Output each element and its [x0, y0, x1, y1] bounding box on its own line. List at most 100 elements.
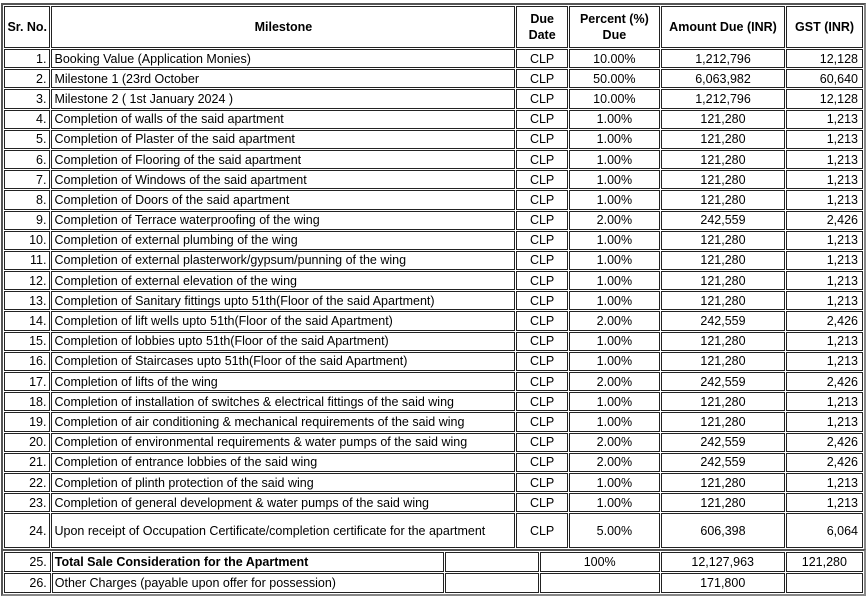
header-sr-no: Sr. No. — [4, 6, 51, 48]
table-row: 14. Completion of lift wells upto 51th(Fl… — [4, 311, 863, 331]
sr-no: 12. — [4, 271, 51, 291]
percent-cell: 1.00% — [568, 190, 660, 210]
due-date-cell: CLP — [516, 89, 568, 109]
due-date-cell: CLP — [516, 250, 568, 271]
milestone-cell: Completion of environmental requirements… — [51, 432, 516, 452]
sr-no: 19. — [4, 412, 51, 432]
empty-cell — [445, 552, 539, 572]
sr-no: 22. — [4, 472, 51, 493]
sr-no: 13. — [4, 291, 51, 311]
milestone-cell: Completion of general development & wate… — [51, 493, 516, 513]
sr-no: 20. — [4, 432, 51, 452]
sr-no: 18. — [4, 392, 51, 412]
percent-cell: 1.00% — [568, 392, 660, 412]
amount-cell: 242,559 — [660, 452, 786, 472]
due-date-cell: CLP — [516, 311, 568, 331]
milestone-cell: Completion of lift wells upto 51th(Floor… — [51, 311, 516, 331]
table-row: 22. Completion of plinth protection of th… — [4, 472, 863, 493]
percent-cell: 1.00% — [568, 291, 660, 311]
amount-cell: 242,559 — [660, 311, 786, 331]
table-row: 9. Completion of Terrace waterproofing of… — [4, 210, 863, 230]
milestone-cell: Completion of entrance lobbies of the sa… — [51, 452, 516, 472]
due-date-cell: CLP — [516, 109, 568, 129]
total-row: 25. Total Sale Consideration for the Apa… — [4, 552, 863, 572]
milestone-cell: Completion of Doors of the said apartmen… — [51, 190, 516, 210]
sr-no: 26. — [4, 573, 51, 593]
gst-cell: 1,213 — [786, 109, 863, 129]
percent-cell: 10.00% — [568, 49, 660, 69]
sr-no: 6. — [4, 149, 51, 170]
amount-cell: 242,559 — [660, 432, 786, 452]
amount-cell: 121,280 — [660, 493, 786, 513]
milestone-cell: Upon receipt of Occupation Certificate/c… — [51, 513, 516, 549]
sr-no: 17. — [4, 372, 51, 392]
table-row: 16. Completion of Staircases upto 51th(Fl… — [4, 351, 863, 371]
amount-cell: 121,280 — [660, 149, 786, 170]
table-row: 6. Completion of Flooring of the said apa… — [4, 149, 863, 170]
gst-cell: 1,213 — [786, 412, 863, 432]
gst-cell: 1,213 — [786, 351, 863, 371]
due-date-cell: CLP — [516, 372, 568, 392]
amount-cell: 121,280 — [660, 351, 786, 371]
gst-cell: 1,213 — [786, 129, 863, 149]
milestone-cell: Completion of installation of switches &… — [51, 392, 516, 412]
due-date-cell: CLP — [516, 513, 568, 549]
table-row: 19. Completion of air conditioning & mech… — [4, 412, 863, 432]
percent-cell: 1.00% — [568, 271, 660, 291]
sr-no: 7. — [4, 170, 51, 190]
milestone-cell: Completion of Terrace waterproofing of t… — [51, 210, 516, 230]
table-row: 4. Completion of walls of the said apartm… — [4, 109, 863, 129]
amount-cell: 121,280 — [660, 109, 786, 129]
total-amount: 12,127,963 — [660, 552, 785, 572]
sr-no: 16. — [4, 351, 51, 371]
empty-cell — [445, 573, 539, 593]
gst-cell: 1,213 — [786, 250, 863, 271]
milestone-cell: Completion of Flooring of the said apart… — [51, 149, 516, 170]
other-charges-label: Other Charges (payable upon offer for po… — [51, 573, 445, 593]
amount-cell: 121,280 — [660, 392, 786, 412]
percent-cell: 2.00% — [568, 452, 660, 472]
gst-cell: 1,213 — [786, 493, 863, 513]
gst-cell: 1,213 — [786, 331, 863, 351]
header-percent-due: Percent (%) Due — [568, 6, 660, 48]
amount-cell: 1,212,796 — [660, 49, 786, 69]
milestone-cell: Completion of Plaster of the said apartm… — [51, 129, 516, 149]
amount-cell: 6,063,982 — [660, 69, 786, 89]
other-charges-gst — [785, 573, 863, 593]
milestone-cell: Booking Value (Application Monies) — [51, 49, 516, 69]
sr-no: 24. — [4, 513, 51, 549]
table-row: 11. Completion of external plasterwork/gy… — [4, 250, 863, 271]
due-date-cell: CLP — [516, 129, 568, 149]
due-date-cell: CLP — [516, 49, 568, 69]
gst-cell: 12,128 — [786, 89, 863, 109]
percent-cell: 10.00% — [568, 89, 660, 109]
due-date-cell: CLP — [516, 392, 568, 412]
due-date-cell: CLP — [516, 472, 568, 493]
gst-cell: 2,426 — [786, 452, 863, 472]
sr-no: 15. — [4, 331, 51, 351]
due-date-cell: CLP — [516, 291, 568, 311]
amount-cell: 121,280 — [660, 190, 786, 210]
percent-cell: 2.00% — [568, 432, 660, 452]
amount-cell: 121,280 — [660, 472, 786, 493]
percent-cell: 1.00% — [568, 331, 660, 351]
due-date-cell: CLP — [516, 412, 568, 432]
sr-no: 14. — [4, 311, 51, 331]
due-date-cell: CLP — [516, 452, 568, 472]
due-date-cell: CLP — [516, 432, 568, 452]
due-date-cell: CLP — [516, 493, 568, 513]
sr-no: 1. — [4, 49, 51, 69]
total-gst: 121,280 — [785, 552, 863, 572]
amount-cell: 242,559 — [660, 372, 786, 392]
amount-cell: 121,280 — [660, 291, 786, 311]
milestone-cell: Completion of external elevation of the … — [51, 271, 516, 291]
sr-no: 25. — [4, 552, 51, 572]
due-date-cell: CLP — [516, 271, 568, 291]
due-date-cell: CLP — [516, 149, 568, 170]
gst-cell: 12,128 — [786, 49, 863, 69]
gst-cell: 1,213 — [786, 472, 863, 493]
percent-cell: 1.00% — [568, 149, 660, 170]
gst-cell: 1,213 — [786, 170, 863, 190]
header-row: Sr. No. Milestone Due Date Percent (%) D… — [4, 6, 863, 48]
percent-cell: 1.00% — [568, 129, 660, 149]
